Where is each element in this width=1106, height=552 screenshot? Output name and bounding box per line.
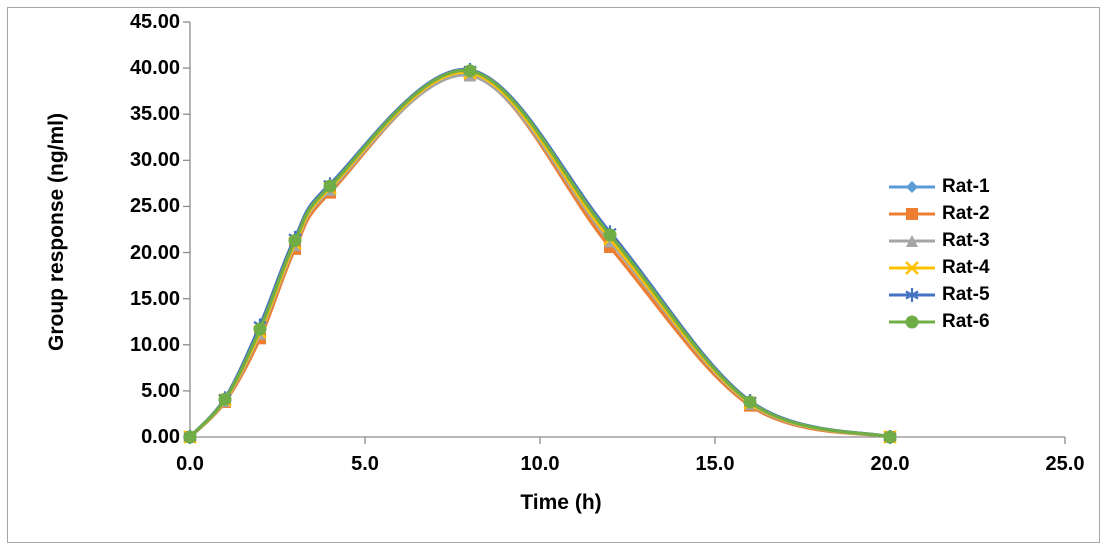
x-tick-label: 15.0 [695,453,735,475]
y-tick-label: 45.00 [129,11,180,33]
y-tick-label: 20.00 [129,242,180,264]
x-tick-label: 20.0 [870,453,910,475]
legend: Rat-1 Rat-2 Rat-3 Rat-4 Rat-5 Rat-6 [888,173,990,335]
y-tick-label: 40.00 [129,57,180,79]
x-tick-label: 0.0 [176,453,204,475]
y-tick-label: 25.00 [129,195,180,217]
y-tick-label: 15.00 [129,288,180,310]
x-marker-icon [889,260,935,275]
legend-item-rat-2: Rat-2 [888,200,990,227]
y-tick-label: 0.00 [141,426,180,448]
y-axis-title: Group response (ng/ml) [45,112,68,352]
legend-label: Rat-1 [942,175,990,197]
y-tick-label: 30.00 [129,149,180,171]
legend-label: Rat-5 [942,283,990,305]
x-tick-label: 10.0 [520,453,560,475]
triangle-marker-icon [889,234,935,247]
legend-item-rat-1: Rat-1 [888,173,990,200]
circle-marker-icon [889,315,935,328]
y-tick-label: 5.00 [141,380,180,402]
legend-label: Rat-6 [942,310,990,332]
asterisk-marker-icon [889,287,935,302]
legend-item-rat-6: Rat-6 [888,308,990,335]
legend-item-rat-4: Rat-4 [888,254,990,281]
square-marker-icon [889,207,935,220]
legend-item-rat-3: Rat-3 [888,227,990,254]
legend-label: Rat-3 [942,229,990,251]
y-tick-label: 10.00 [129,334,180,356]
chart-border [7,7,1100,543]
legend-label: Rat-4 [942,256,990,278]
x-tick-label: 25.0 [1045,453,1085,475]
legend-label: Rat-2 [942,202,990,224]
legend-item-rat-5: Rat-5 [888,281,990,308]
x-tick-label: 5.0 [351,453,379,475]
y-tick-label: 35.00 [129,103,180,125]
x-axis-title: Time (h) [520,491,602,514]
diamond-marker-icon [889,180,935,193]
